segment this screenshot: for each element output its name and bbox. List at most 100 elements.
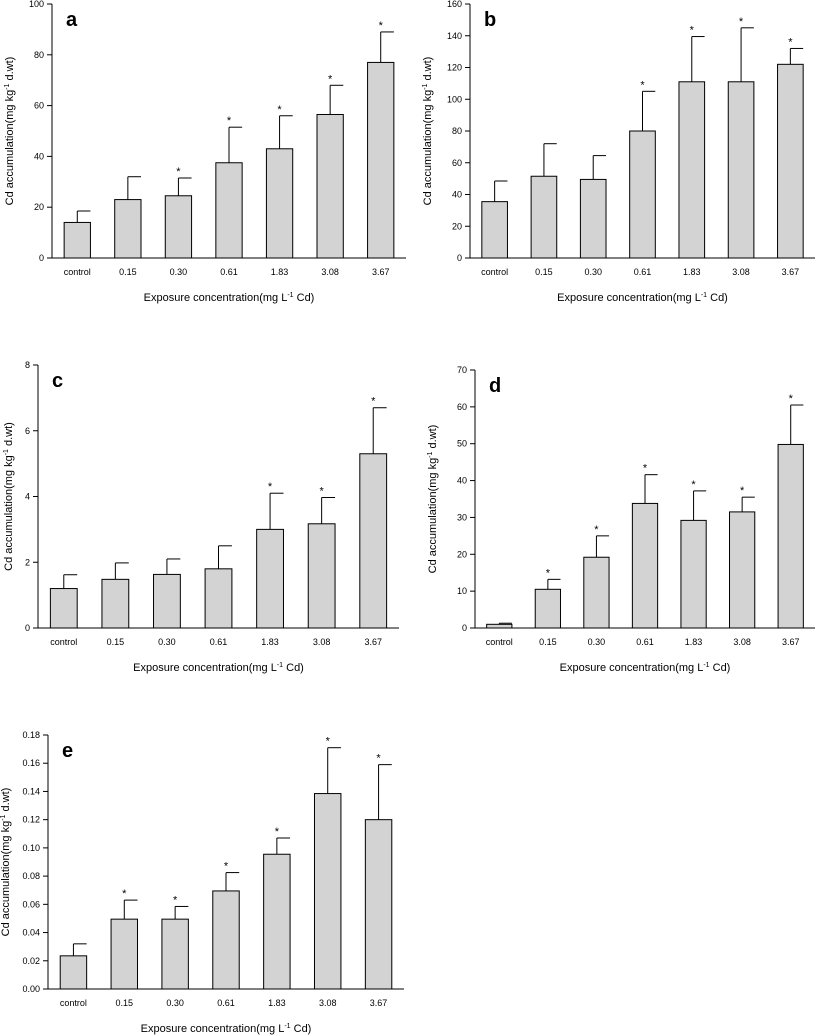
y-tick-label: 100	[447, 94, 462, 104]
significance-mark: *	[640, 79, 645, 91]
x-tick-label: 0.30	[584, 267, 602, 277]
y-tick-label: 60	[34, 101, 44, 111]
y-tick-label: 0.16	[22, 758, 40, 768]
y-tick-label: 120	[447, 63, 462, 73]
y-tick-label: 8	[25, 360, 30, 370]
significance-mark: *	[320, 485, 325, 497]
significance-mark: *	[275, 826, 280, 838]
panel-letter: a	[66, 9, 78, 31]
bar-3.08	[729, 511, 756, 629]
bar-3.67	[777, 443, 804, 629]
significance-mark: *	[268, 481, 273, 493]
x-tick-label: 0.61	[634, 267, 652, 277]
panel-letter: d	[489, 375, 501, 397]
x-tick-label: 3.08	[313, 637, 331, 647]
y-tick-label: 0	[25, 623, 30, 633]
x-tick-label: 3.67	[372, 267, 390, 277]
bar-3.67	[364, 819, 393, 990]
y-tick-label: 20	[457, 549, 467, 559]
significance-mark: *	[224, 861, 229, 873]
bar-0.61	[629, 130, 656, 259]
bar-0.15	[114, 199, 142, 259]
bar-0.61	[204, 568, 233, 629]
bar-1.83	[256, 528, 284, 629]
x-tick-label: 3.67	[782, 637, 800, 647]
x-tick-label: 3.08	[319, 998, 337, 1008]
x-tick-label: 1.83	[261, 637, 279, 647]
x-tick-label: 0.30	[588, 637, 606, 647]
bar-control	[481, 201, 508, 259]
x-tick-label: 1.83	[271, 267, 289, 277]
panel-e: 0.00 0.02 0.04 0.06 0.08 0.10 0.12 0.14 0.16 0.18…	[0, 730, 404, 1035]
x-tick-label: 0.61	[210, 637, 228, 647]
bar-3.67	[777, 63, 804, 259]
bar-0.15	[110, 918, 139, 990]
panel-c: 0 2 4 6 8 control 0.15 0.30 0.61 * 1.83 * 3.08 * 3.67 c…	[3, 360, 399, 674]
panel-letter: e	[62, 740, 73, 762]
bar-1.83	[265, 148, 294, 259]
panel-b: 0 20 40 60 80 100 120 140 160 control 0.15 0.30 * 0.6…	[422, 0, 815, 304]
y-axis-title: Cd accumulation(mg kg-1 d.wt)	[422, 57, 434, 206]
significance-mark: *	[376, 753, 381, 765]
significance-mark: *	[328, 73, 333, 85]
y-axis-title: Cd accumulation(mg kg-1 d.wt)	[3, 422, 15, 571]
x-tick-label: 0.61	[220, 267, 238, 277]
bar-1.83	[678, 81, 706, 259]
y-tick-label: 0.08	[22, 871, 40, 881]
bar-0.30	[153, 573, 181, 629]
x-tick-label: 0.15	[539, 637, 557, 647]
y-tick-label: 4	[25, 492, 30, 502]
significance-mark: *	[122, 888, 127, 900]
y-tick-label: 0.10	[22, 843, 40, 853]
significance-mark: *	[371, 396, 376, 408]
y-tick-label: 80	[34, 50, 44, 60]
bar-0.30	[161, 918, 189, 990]
y-tick-label: 40	[34, 151, 44, 161]
bar-1.83	[680, 519, 707, 629]
bar-0.15	[530, 175, 558, 259]
x-axis-title: Exposure concentration(mg L-1 Cd)	[144, 292, 315, 304]
panel-letter: c	[52, 370, 63, 392]
x-tick-label: 0.15	[535, 267, 553, 277]
y-tick-label: 60	[457, 402, 467, 412]
x-tick-label: 3.67	[364, 637, 382, 647]
significance-mark: *	[789, 393, 794, 405]
bar-3.67	[367, 61, 395, 259]
significance-mark: *	[173, 894, 178, 906]
significance-mark: *	[690, 25, 695, 37]
y-tick-label: 0.04	[22, 928, 40, 938]
significance-mark: *	[326, 736, 331, 748]
y-tick-label: 40	[452, 190, 462, 200]
bar-1.83	[263, 853, 291, 990]
bar-control	[59, 955, 88, 990]
x-tick-label: 0.15	[116, 998, 134, 1008]
significance-mark: *	[379, 20, 384, 32]
y-tick-label: 0	[457, 253, 462, 263]
y-tick-label: 20	[34, 202, 44, 212]
bar-3.08	[316, 113, 344, 259]
x-tick-label: 1.83	[685, 637, 703, 647]
y-tick-label: 30	[457, 512, 467, 522]
bar-0.30	[579, 178, 607, 259]
bar-0.61	[215, 162, 243, 259]
y-tick-label: 40	[457, 476, 467, 486]
bar-control	[486, 623, 513, 629]
x-tick-label: 1.83	[683, 267, 701, 277]
bar-control	[63, 221, 91, 259]
bar-3.08	[727, 81, 755, 259]
panel-letter: b	[484, 9, 496, 31]
x-axis-title: Exposure concentration(mg L-1 Cd)	[560, 662, 731, 674]
x-tick-label: 3.67	[370, 998, 388, 1008]
x-tick-label: 0.61	[636, 637, 654, 647]
x-tick-label: 0.61	[217, 998, 235, 1008]
y-tick-label: 0.02	[22, 956, 40, 966]
bar-0.30	[164, 195, 193, 259]
y-tick-label: 160	[447, 0, 462, 9]
bar-0.61	[631, 502, 659, 629]
x-tick-label: control	[481, 267, 508, 277]
x-tick-label: 0.15	[107, 637, 125, 647]
y-tick-label: 60	[452, 158, 462, 168]
panel-d: 0 10 20 30 40 50 60 70 control * 0.15 * 0.30 * 0.61 * 1.…	[427, 365, 815, 674]
x-tick-label: control	[50, 637, 77, 647]
